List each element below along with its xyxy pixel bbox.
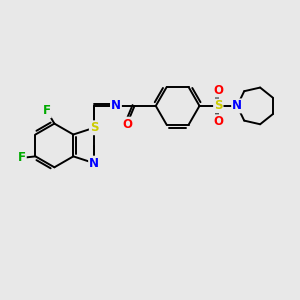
Text: O: O [213, 115, 223, 128]
Text: S: S [90, 121, 98, 134]
Text: N: N [232, 99, 242, 112]
Text: O: O [213, 84, 223, 97]
Text: S: S [214, 99, 223, 112]
Text: F: F [18, 152, 26, 164]
Text: O: O [122, 118, 132, 130]
Text: N: N [111, 99, 121, 112]
Text: F: F [43, 104, 51, 117]
Text: N: N [89, 157, 99, 169]
